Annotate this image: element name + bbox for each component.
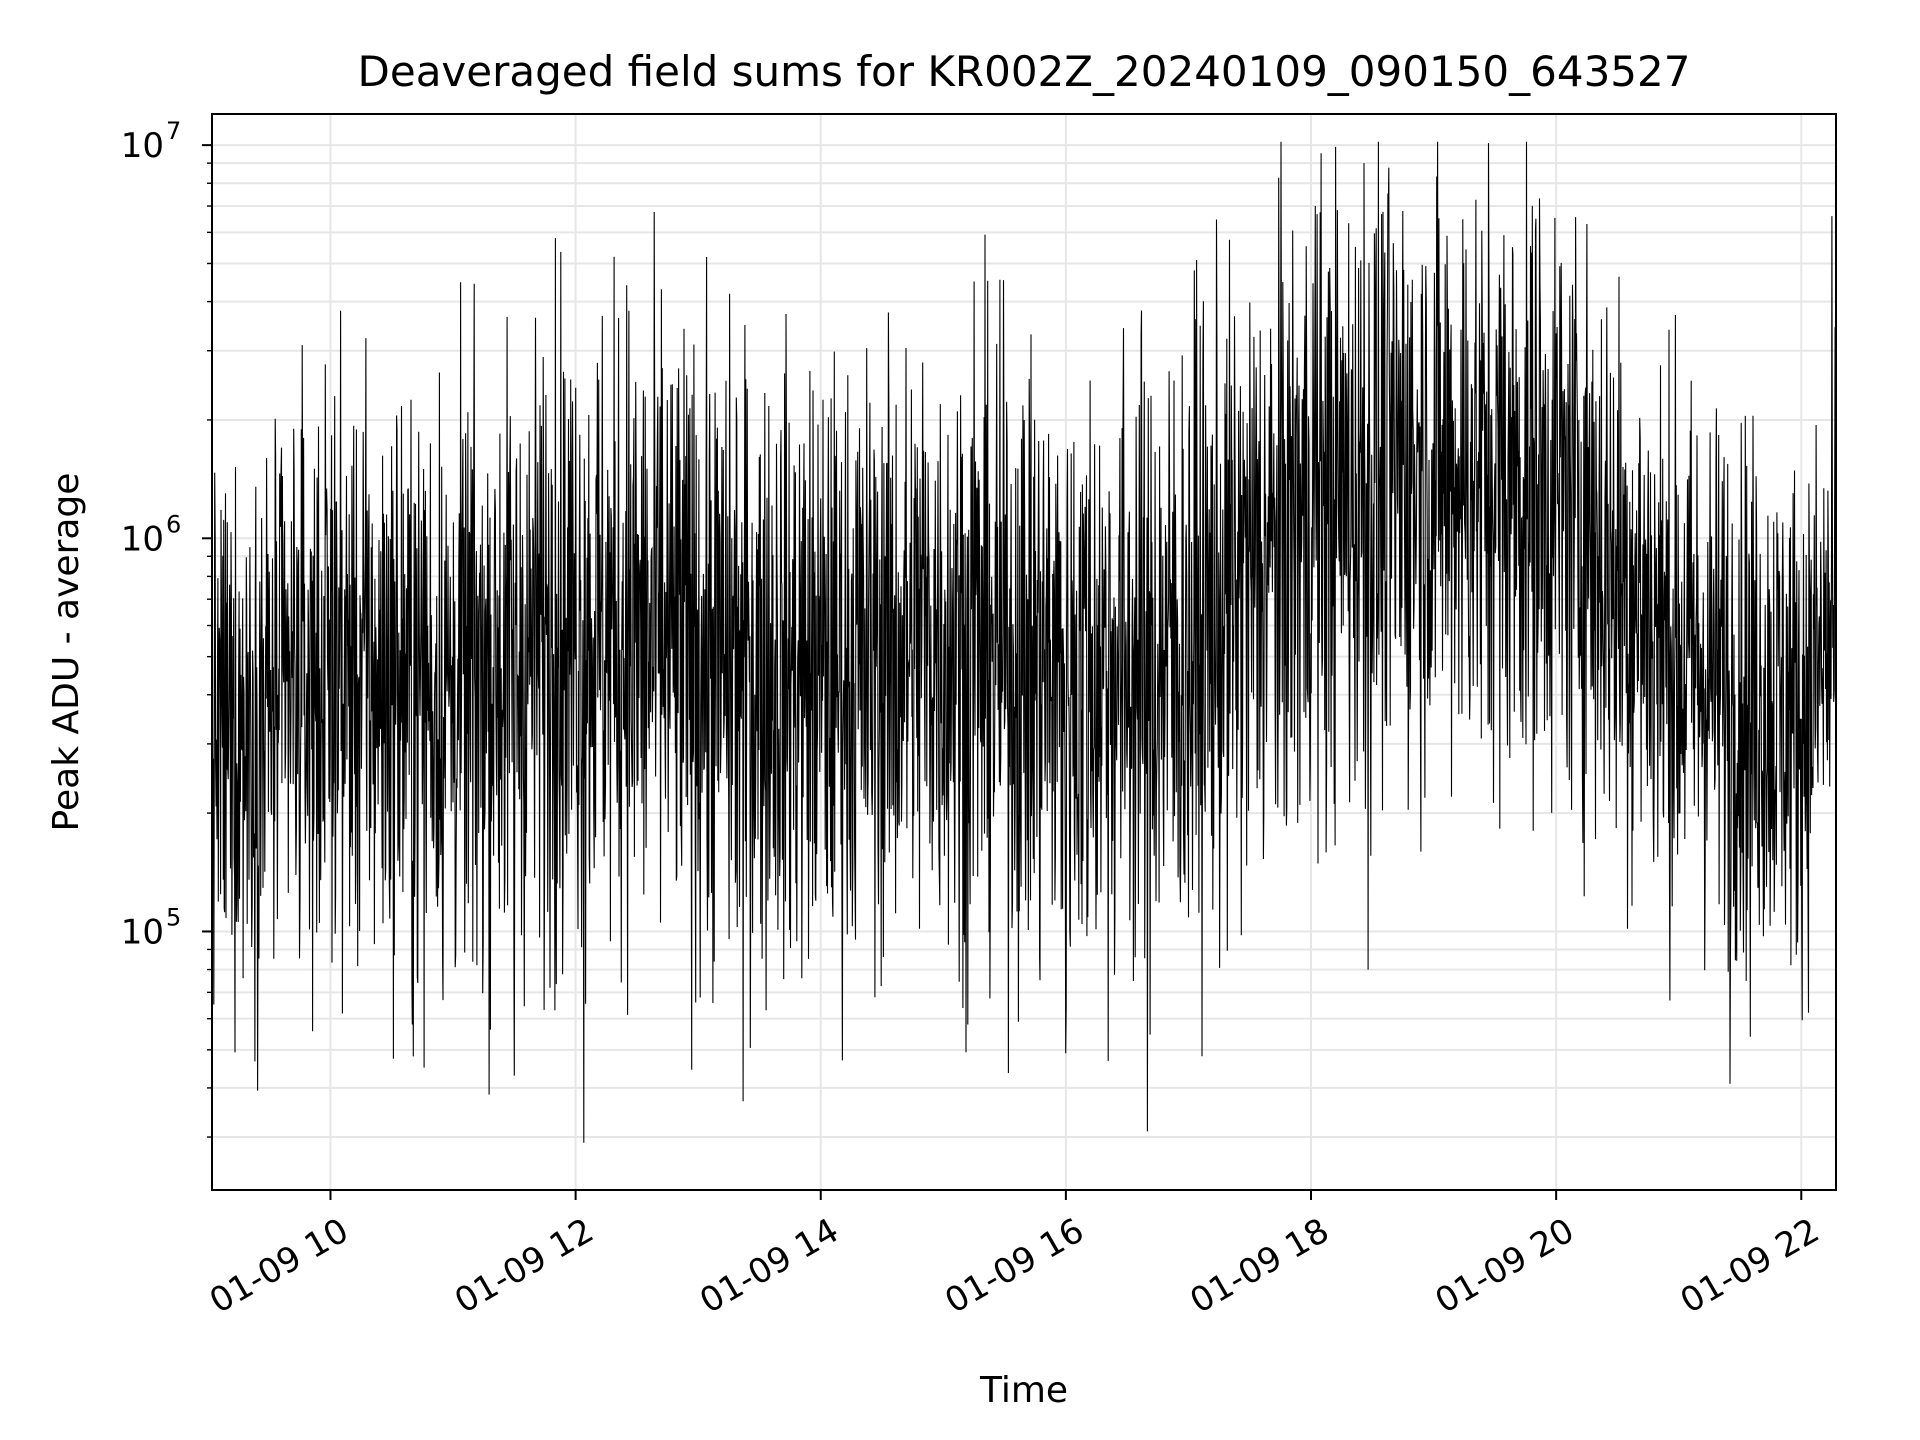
y-tick-exponent: 5 xyxy=(166,903,181,931)
y-axis-label: Peak ADU - average xyxy=(46,473,87,832)
series-line xyxy=(211,141,1837,1143)
series-layer xyxy=(211,141,1837,1143)
x-axis-label: Time xyxy=(979,1370,1068,1411)
y-tick-label: 10 xyxy=(121,519,164,559)
plot-frame xyxy=(211,113,1837,1191)
y-tick-label: 10 xyxy=(121,126,164,166)
y-tick-exponent: 6 xyxy=(166,510,181,538)
ticks xyxy=(202,144,1803,1200)
y-tick-exponent: 7 xyxy=(166,117,181,145)
chart-title: Deaveraged field sums for KR002Z_2024010… xyxy=(358,47,1691,96)
y-tick-label: 10 xyxy=(121,912,164,952)
